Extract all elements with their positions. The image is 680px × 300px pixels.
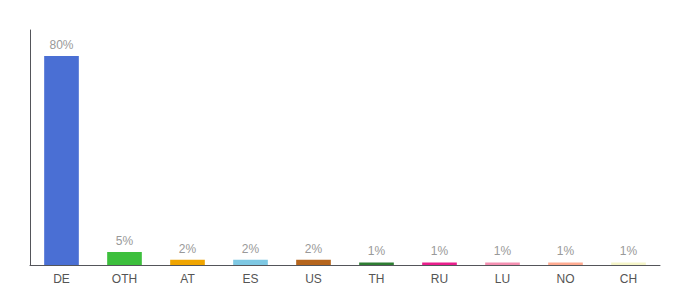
svg-text:AT: AT: [180, 272, 195, 286]
svg-text:2%: 2%: [179, 242, 197, 256]
svg-text:CH: CH: [620, 272, 637, 286]
svg-text:US: US: [305, 272, 322, 286]
svg-text:80%: 80%: [49, 38, 73, 52]
svg-text:TH: TH: [369, 272, 385, 286]
svg-text:1%: 1%: [620, 244, 638, 258]
svg-text:1%: 1%: [494, 244, 512, 258]
svg-text:2%: 2%: [242, 242, 260, 256]
svg-text:5%: 5%: [116, 234, 134, 248]
svg-text:OTH: OTH: [112, 272, 137, 286]
svg-text:NO: NO: [557, 272, 575, 286]
svg-text:2%: 2%: [305, 242, 323, 256]
svg-text:1%: 1%: [368, 244, 386, 258]
svg-text:LU: LU: [495, 272, 510, 286]
svg-text:1%: 1%: [431, 244, 449, 258]
svg-text:ES: ES: [242, 272, 258, 286]
svg-text:1%: 1%: [557, 244, 575, 258]
svg-text:RU: RU: [431, 272, 448, 286]
svg-text:DE: DE: [53, 272, 70, 286]
